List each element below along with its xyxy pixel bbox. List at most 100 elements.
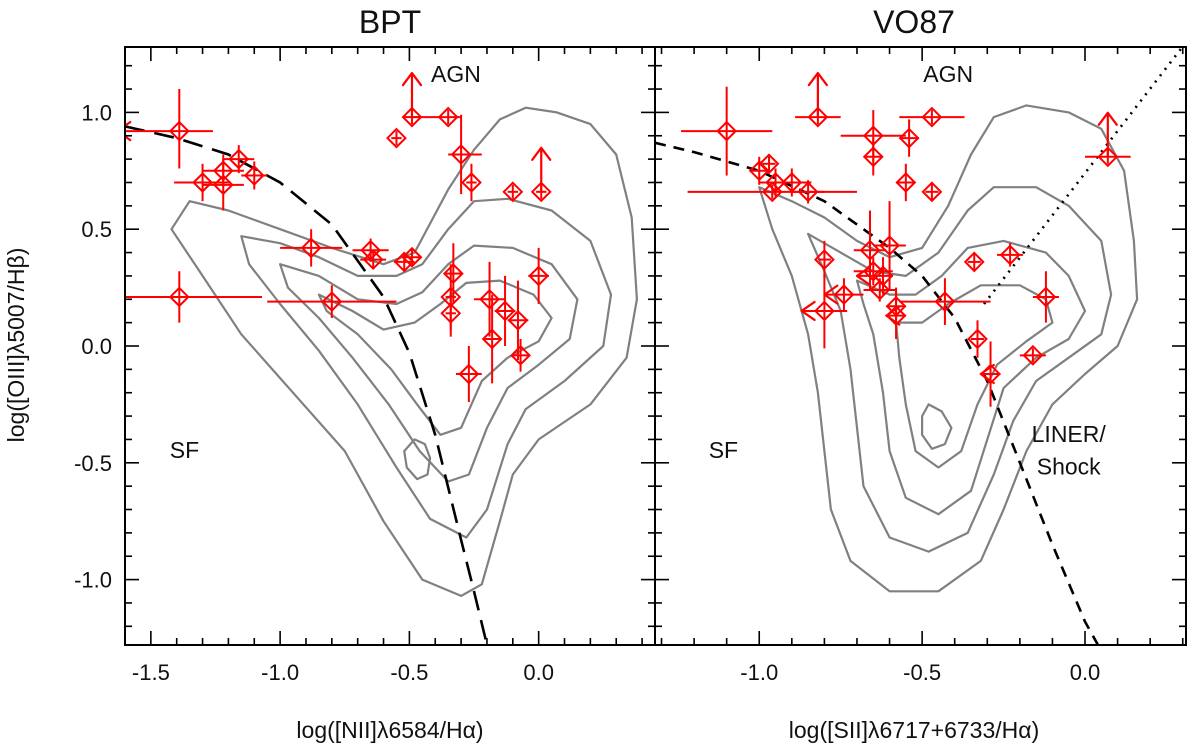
diamond-marker: [967, 328, 988, 350]
diamond-marker: [386, 127, 407, 149]
diamond-marker: [401, 106, 423, 128]
density-contour-bpt-3: [317, 279, 553, 436]
diamond-marker: [437, 106, 459, 128]
diamond-marker: [228, 148, 250, 170]
diamond-marker: [885, 295, 907, 317]
diamond-marker: [479, 288, 500, 310]
x-tick-label-vo87: 0.0: [1070, 660, 1101, 685]
data-point-vo87-6: [895, 163, 917, 202]
diamond-marker: [833, 284, 855, 306]
diamond-marker: [502, 181, 524, 203]
panel-title-bpt: BPT: [359, 4, 421, 40]
x-tick-label-bpt: -1.5: [132, 660, 170, 685]
data-point-bpt-5: [241, 161, 268, 190]
diamond-marker: [440, 302, 462, 324]
data-point-bpt-7: [280, 229, 343, 267]
density-contour-vo87-4: [921, 403, 953, 450]
density-contour-vo87-0: [758, 104, 1139, 593]
data-point-vo87-27: [997, 243, 1024, 267]
diamond-marker: [921, 181, 943, 203]
y-tick-label: 1.0: [81, 100, 112, 125]
lower-limit-arrow: [531, 146, 552, 193]
diamond-marker: [510, 344, 531, 366]
data-point-bpt-16: [448, 114, 482, 195]
diamond-marker: [813, 300, 835, 322]
diamond-marker: [1035, 286, 1057, 308]
region-label-vo87-3: Shock: [1037, 453, 1101, 479]
diamond-marker: [168, 120, 190, 142]
diamond-marker: [168, 286, 190, 308]
diamond-marker: [1022, 344, 1044, 366]
data-point-vo87-1: [795, 71, 841, 128]
density-contour-vo87-2: [855, 239, 1087, 516]
data-point-vo87-10: [687, 181, 857, 203]
diamond-marker: [758, 153, 780, 175]
plot-area-vo87: [655, 47, 1185, 645]
diamond-marker: [934, 291, 956, 313]
region-label-bpt-1: SF: [170, 437, 199, 463]
diamond-marker: [869, 279, 891, 301]
data-point-vo87-5: [862, 138, 884, 176]
data-point-vo87-24: [863, 278, 897, 302]
upper-limit-arrow: [800, 300, 816, 322]
diamond-marker: [879, 235, 900, 256]
diamond-marker: [212, 160, 234, 182]
data-point-vo87-3: [898, 119, 920, 157]
diamond-marker: [481, 328, 503, 350]
x-tick-label-bpt: 0.0: [523, 660, 554, 685]
diamond-marker: [300, 237, 322, 259]
x-tick-label-vo87: -0.5: [903, 660, 941, 685]
data-point-vo87-4: [899, 106, 965, 128]
diamond-marker: [895, 172, 917, 193]
data-point-bpt-10: [360, 249, 387, 270]
diamond-marker: [442, 263, 464, 285]
y-tick-label: -0.5: [74, 451, 112, 476]
diamond-marker: [362, 249, 384, 270]
upper-limit-arrow: [855, 265, 872, 287]
diamond-marker: [898, 127, 920, 149]
density-contour-bpt-0: [170, 106, 638, 597]
lower-limit-arrow: [1097, 111, 1118, 158]
data-point-bpt-14: [401, 71, 423, 128]
y-tick-label: -1.0: [74, 568, 112, 593]
diamond-marker: [921, 106, 943, 128]
data-point-bpt-6: [125, 271, 263, 323]
data-point-bpt-22: [440, 289, 462, 337]
diamond-marker: [963, 251, 985, 273]
density-contour-vo87-3: [895, 284, 1054, 469]
data-point-bpt-29: [528, 247, 550, 304]
diamond-marker: [192, 172, 213, 193]
data-point-bpt-8: [267, 285, 397, 318]
diamond-marker: [813, 249, 835, 270]
data-point-vo87-30: [979, 341, 1001, 407]
demarcation-line-vo87-0: [655, 141, 1100, 645]
x-axis-label-bpt: log([NII]λ6584/Hα): [296, 717, 483, 743]
density-contour-bpt-1: [240, 197, 613, 539]
upper-limit-arrow: [979, 363, 995, 385]
data-point-bpt-17: [461, 163, 482, 202]
density-contour-vo87-1: [807, 186, 1113, 553]
data-point-bpt-28: [455, 346, 482, 403]
data-point-vo87-26: [963, 251, 985, 273]
diamond-marker: [807, 106, 829, 128]
diamond-marker: [862, 146, 884, 168]
data-point-bpt-15: [411, 106, 462, 128]
data-point-bpt-4: [223, 145, 255, 174]
data-point-bpt-24: [494, 275, 516, 346]
density-contour-bpt-4: [403, 438, 432, 481]
y-axis-label: log([OIII]λ5007/Hβ): [3, 248, 29, 443]
data-point-vo87-31: [1019, 344, 1046, 366]
diamond-marker: [450, 144, 472, 165]
x-axis-label-vo87: log([SII]λ6717+6733/Hα): [789, 717, 1039, 743]
data-point-bpt-9: [352, 238, 389, 262]
diamond-marker: [507, 309, 529, 331]
panel-bpt: AGN SF -1.5 -1.0 -0.5 0.0 -1.0 -0.5 0.0 0.5 1.0: [74, 46, 656, 685]
diamond-marker: [999, 244, 1021, 266]
lower-limit-arrow: [401, 71, 423, 119]
data-point-bpt-23: [474, 261, 506, 337]
diamond-marker: [401, 246, 423, 268]
y-tick-label: 0.5: [81, 217, 112, 242]
diamond-marker: [530, 181, 552, 203]
x-tick-label-bpt: -1.0: [261, 660, 299, 685]
